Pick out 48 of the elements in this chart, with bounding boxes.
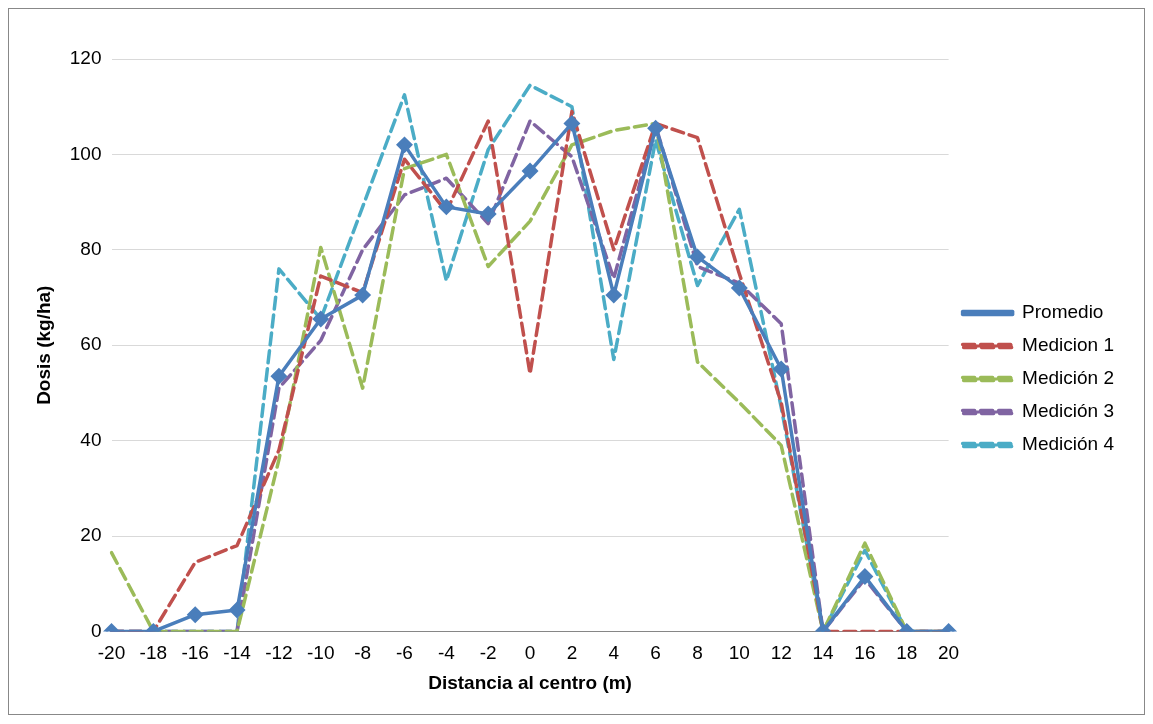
x-tick-label: -20: [97, 642, 126, 664]
x-tick-label: 14: [812, 642, 835, 664]
x-tick-label: -18: [139, 642, 168, 664]
y-tick-label: 120: [69, 47, 102, 69]
x-tick-label: -6: [396, 642, 413, 664]
x-tick-label: -8: [354, 642, 372, 664]
legend-label: Medicion 1: [1022, 334, 1115, 356]
y-tick-label: 40: [80, 428, 102, 450]
point: [773, 361, 789, 377]
point: [354, 287, 371, 303]
point: [564, 115, 580, 132]
x-tick-label: 2: [566, 642, 578, 664]
legend-label: Medición 3: [1022, 400, 1115, 422]
x-tick-label: -12: [265, 642, 293, 664]
point: [689, 249, 706, 265]
point: [606, 287, 622, 303]
y-tick-label: 20: [80, 524, 102, 546]
point: [647, 120, 664, 136]
point: [522, 163, 538, 179]
point: [731, 280, 748, 296]
x-tick-label: -10: [307, 642, 335, 664]
point: [271, 368, 287, 384]
x-tick-label: 4: [608, 642, 620, 664]
point: [396, 137, 413, 153]
y-axis-title: Dosis (kg/ha): [32, 285, 54, 405]
y-tick-label: 100: [69, 142, 102, 164]
point: [480, 206, 496, 222]
legend-label: Medición 4: [1022, 433, 1115, 455]
x-tick-label: 20: [938, 642, 960, 664]
x-tick-label: -14: [223, 642, 252, 664]
y-tick-label: 0: [90, 619, 102, 641]
legend-label: Medición 2: [1022, 367, 1115, 389]
x-tick-label: 10: [728, 642, 750, 664]
x-tick-label: 8: [692, 642, 703, 664]
x-tick-label: 18: [896, 642, 918, 664]
point: [438, 199, 455, 215]
x-tick-label: -16: [181, 642, 209, 664]
x-axis-title: Distancia al centro (m): [428, 671, 632, 693]
y-tick-label: 60: [80, 333, 102, 355]
point: [313, 311, 329, 327]
y-tick-label: 80: [80, 238, 102, 260]
legend-label: Promedio: [1022, 301, 1104, 323]
x-tick-label: -4: [437, 642, 456, 664]
x-tick-label: 0: [524, 642, 536, 664]
x-tick-label: 6: [650, 642, 661, 664]
x-tick-label: 16: [854, 642, 876, 664]
x-tick-label: -2: [479, 642, 497, 664]
x-tick-label: 12: [770, 642, 792, 664]
